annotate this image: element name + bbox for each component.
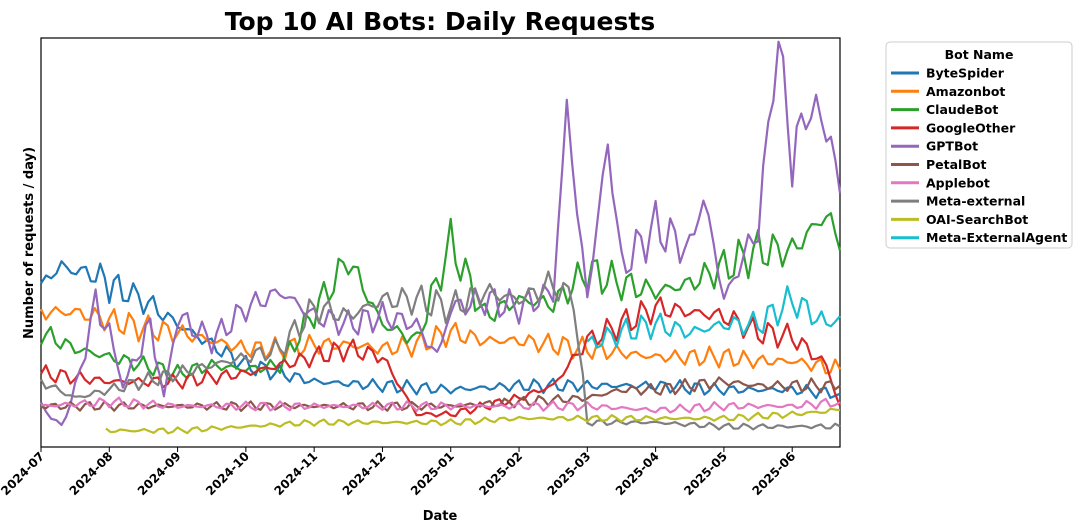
x-axis-ticks: 2024-07 2024-08 2024-09 2024-10 2024-11 2024-… — [0, 447, 798, 498]
series-line-applebot — [40, 396, 841, 414]
series-line-gptbot — [40, 40, 842, 426]
legend: Bot Name ByteSpider Amazonbot ClaudeBot Goo… — [885, 41, 1073, 249]
y-axis-label: Number of requests / day) — [22, 147, 37, 339]
x-axis-label: Date — [423, 509, 458, 524]
legend-items: ByteSpider Amazonbot ClaudeBot GoogleOther G… — [891, 66, 1067, 245]
legend-label: Applebot — [926, 175, 990, 190]
x-tick-label: 2024-12 — [340, 449, 389, 498]
plot-area — [40, 37, 842, 448]
series-layer — [40, 40, 842, 435]
legend-label: GPTBot — [926, 139, 978, 154]
legend-label: OAI-SearchBot — [926, 212, 1028, 227]
legend-label: PetalBot — [926, 157, 986, 172]
series-line-meta-external — [40, 270, 841, 431]
x-tick-label: 2025-05 — [681, 449, 730, 498]
chart-title: Top 10 AI Bots: Daily Requests — [225, 7, 655, 36]
series-line-claudebot — [40, 212, 842, 381]
legend-label: ByteSpider — [926, 66, 1005, 81]
legend-frame — [885, 41, 1073, 249]
x-tick-label: 2025-02 — [476, 449, 525, 498]
x-tick-label: 2025-04 — [613, 449, 662, 498]
series-line-bytespider — [40, 260, 841, 400]
series-line-meta-externalagent — [586, 285, 841, 349]
series-line-oai-searchbot — [105, 407, 841, 435]
x-tick-label: 2024-08 — [67, 449, 116, 498]
x-tick-label: 2024-10 — [203, 449, 252, 498]
plot-frame — [40, 37, 841, 448]
legend-label: Meta-ExternalAgent — [926, 230, 1067, 245]
x-tick-label: 2024-11 — [271, 449, 320, 498]
x-tick-label: 2024-07 — [0, 449, 47, 498]
series-line-googleother — [40, 296, 842, 418]
legend-label: Meta-external — [926, 194, 1025, 209]
legend-title: Bot Name — [945, 47, 1014, 62]
legend-label: Amazonbot — [926, 84, 1005, 99]
legend-label: ClaudeBot — [926, 102, 998, 117]
x-tick-label: 2024-09 — [135, 449, 184, 498]
legend-label: GoogleOther — [926, 120, 1016, 135]
x-tick-label: 2025-03 — [545, 449, 594, 498]
x-tick-label: 2025-06 — [749, 449, 798, 498]
x-tick-label: 2025-01 — [408, 449, 457, 498]
